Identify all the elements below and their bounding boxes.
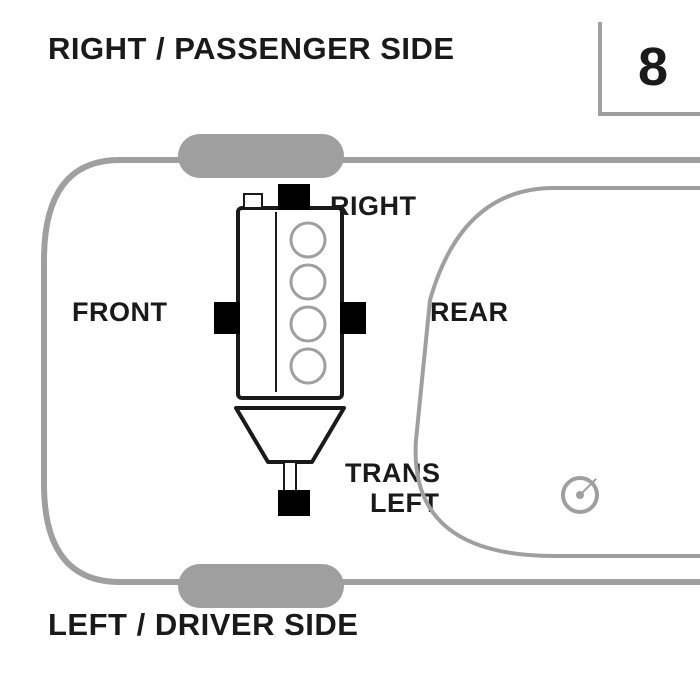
transmission bbox=[236, 408, 344, 492]
mount-rear bbox=[340, 302, 366, 334]
mount-trans bbox=[278, 490, 310, 516]
mount-right bbox=[278, 184, 310, 210]
fuel-cap-icon bbox=[563, 478, 597, 512]
vehicle-diagram bbox=[0, 0, 700, 700]
car-body-outline bbox=[44, 160, 700, 582]
cabin-outline bbox=[416, 188, 700, 556]
engine-block bbox=[238, 194, 342, 398]
mount-front bbox=[214, 302, 240, 334]
